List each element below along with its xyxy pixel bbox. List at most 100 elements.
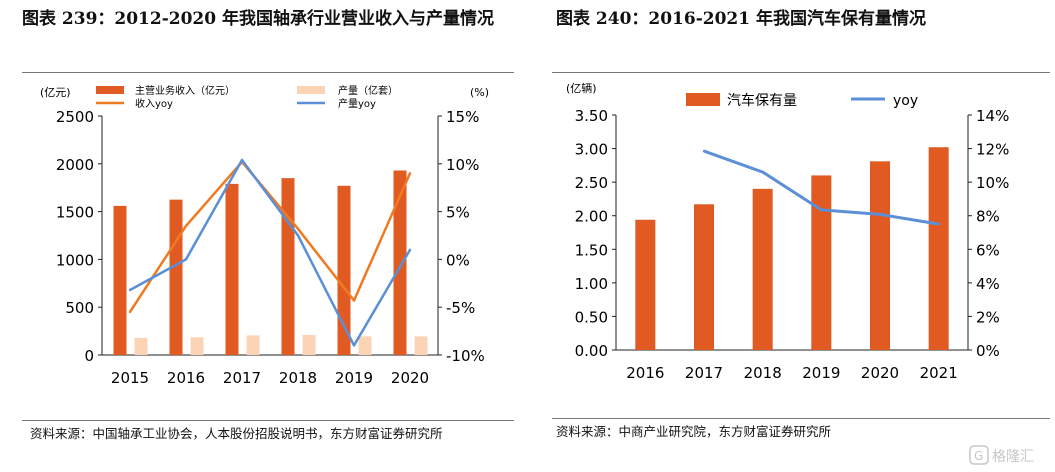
left-source: 资料来源：中国轴承工业协会，人本股份招股说明书，东方财富证券研究所	[30, 426, 443, 441]
bar--2017	[694, 204, 714, 350]
bar--2020	[414, 336, 428, 355]
bar--2021	[928, 147, 949, 350]
x-tick-label: 2018	[744, 364, 782, 382]
bar--2017	[225, 183, 239, 355]
x-tick-label: 2015	[111, 369, 149, 387]
right-axis-unit: (亿辆)	[566, 81, 597, 95]
legend-swatch-revenue	[96, 86, 124, 94]
x-tick-label: 2020	[861, 364, 899, 382]
line-point-2015	[128, 288, 132, 292]
bar--2015	[134, 337, 148, 355]
y-right-tick-label: 15%	[446, 108, 479, 126]
x-tick-label: 2016	[167, 369, 205, 387]
line-point-2020	[408, 172, 412, 175]
bar--2018	[752, 188, 773, 350]
y-right-tick-label: 12%	[976, 141, 1009, 159]
y-right-tick-label: 5%	[446, 204, 470, 222]
y-right-tick-label: -10%	[446, 347, 485, 365]
left-title-rule	[22, 72, 514, 73]
x-tick-label: 2021	[920, 364, 958, 382]
y-left-tick-label: 2000	[56, 156, 94, 174]
y-left-tick-label: 3.50	[575, 107, 608, 125]
bar--2015	[113, 205, 127, 355]
bar--2019	[337, 185, 351, 355]
x-tick-label: 2019	[802, 364, 840, 382]
legend-label-yoy: yoy	[893, 93, 918, 109]
y-left-tick-label: 500	[65, 299, 94, 317]
legend-swatch-vehicles	[686, 93, 720, 106]
line-point-2019	[352, 344, 356, 347]
y-left-tick-label: 2.00	[575, 208, 608, 226]
legend-swatch-output	[297, 86, 325, 94]
y-left-tick-label: 3.00	[575, 141, 608, 159]
y-right-tick-label: 0%	[446, 251, 470, 269]
line-point-2017	[702, 149, 706, 153]
line-point-2020	[878, 213, 882, 216]
right-legend: 汽车保有量 yoy	[686, 92, 918, 109]
bar--2018	[281, 178, 295, 355]
right-figure-title: 图表 240：2016-2021 年我国汽车保有量情况	[556, 9, 927, 29]
y-left-tick-label: 0.00	[575, 342, 608, 360]
legend-label-vehicles: 汽车保有量	[727, 92, 797, 109]
y-right-tick-label: 8%	[976, 208, 1000, 226]
y-left-tick-label: 1000	[56, 251, 94, 269]
line-point-2016	[184, 224, 188, 228]
line-point-2018	[761, 170, 764, 174]
bar--2016	[169, 199, 183, 355]
y-right-tick-label: 10%	[446, 156, 479, 174]
legend-label-output: 产量（亿套）	[338, 84, 398, 97]
left-figure: 图表 239：2012-2020 年我国轴承行业营业收入与产量情况 (亿元) (…	[0, 0, 520, 472]
legend-label-revenue-yoy: 收入yoy	[135, 97, 173, 110]
line-point-2020	[408, 248, 412, 252]
y-left-tick-label: 0	[84, 347, 94, 365]
y-right-tick-label: -5%	[446, 299, 475, 317]
legend-label-revenue: 主营业务收入（亿元）	[135, 84, 235, 97]
bar--2019	[811, 175, 832, 350]
x-tick-label: 2017	[685, 364, 723, 382]
line-point-2018	[296, 234, 300, 237]
bar--2020	[870, 161, 890, 350]
left-legend: 主营业务收入（亿元） 产量（亿套） 收入yoy 产量yoy	[96, 84, 398, 110]
bar--2019	[358, 336, 372, 355]
y-right-tick-label: 0%	[976, 342, 1000, 360]
x-tick-label: 2017	[223, 369, 261, 387]
y-left-tick-label: 2.50	[575, 174, 608, 192]
y-right-tick-label: 14%	[976, 107, 1009, 125]
x-tick-label: 2019	[335, 369, 373, 387]
y-left-tick-label: 2500	[56, 108, 94, 126]
right-figure: 图表 240：2016-2021 年我国汽车保有量情况 (亿辆) 汽车保有量 y…	[544, 0, 1055, 472]
bar--2018	[302, 334, 316, 355]
y-right-tick-label: 6%	[976, 241, 1000, 259]
x-tick-label: 2016	[626, 364, 664, 382]
bar--2020	[393, 170, 407, 355]
left-figure-title: 图表 239：2012-2020 年我国轴承行业营业收入与产量情况	[22, 9, 495, 29]
line-point-2021	[937, 222, 940, 226]
right-axis-unit: (%)	[470, 86, 489, 99]
line-point-2019	[352, 299, 356, 302]
watermark-logo: G 格隆汇	[969, 445, 1034, 465]
bar--2016	[190, 337, 204, 355]
y-right-tick-label: 2%	[976, 308, 1000, 326]
y-left-tick-label: 1.50	[575, 241, 608, 259]
right-chart: (亿辆) 汽车保有量 yoy 0.00 0.50 1.00 1.50 2.00 2.50 3…	[566, 81, 1009, 382]
bar--2017	[246, 335, 260, 355]
right-title-rule	[552, 72, 1050, 73]
line-point-2015	[128, 310, 132, 314]
svg-text:G: G	[974, 449, 983, 463]
left-axis-unit: (亿元)	[40, 86, 71, 99]
y-right-tick-label: 10%	[976, 174, 1009, 192]
line-series-yoy	[128, 160, 412, 313]
y-left-tick-label: 1500	[56, 204, 94, 222]
bar--2016	[635, 219, 656, 350]
right-source: 资料来源：中商产业研究院，东方财富证券研究所	[556, 424, 832, 439]
watermark-text: 格隆汇	[992, 449, 1034, 465]
line-series-yoy	[129, 158, 412, 347]
line-point-2019	[820, 208, 823, 212]
line-point-2018	[296, 227, 300, 231]
x-tick-label: 2020	[391, 369, 429, 387]
legend-label-output-yoy: 产量yoy	[338, 97, 376, 110]
x-tick-label: 2018	[279, 369, 317, 387]
line-point-2016	[184, 258, 188, 261]
y-left-tick-label: 0.50	[575, 308, 608, 326]
y-right-tick-label: 4%	[976, 275, 1000, 293]
